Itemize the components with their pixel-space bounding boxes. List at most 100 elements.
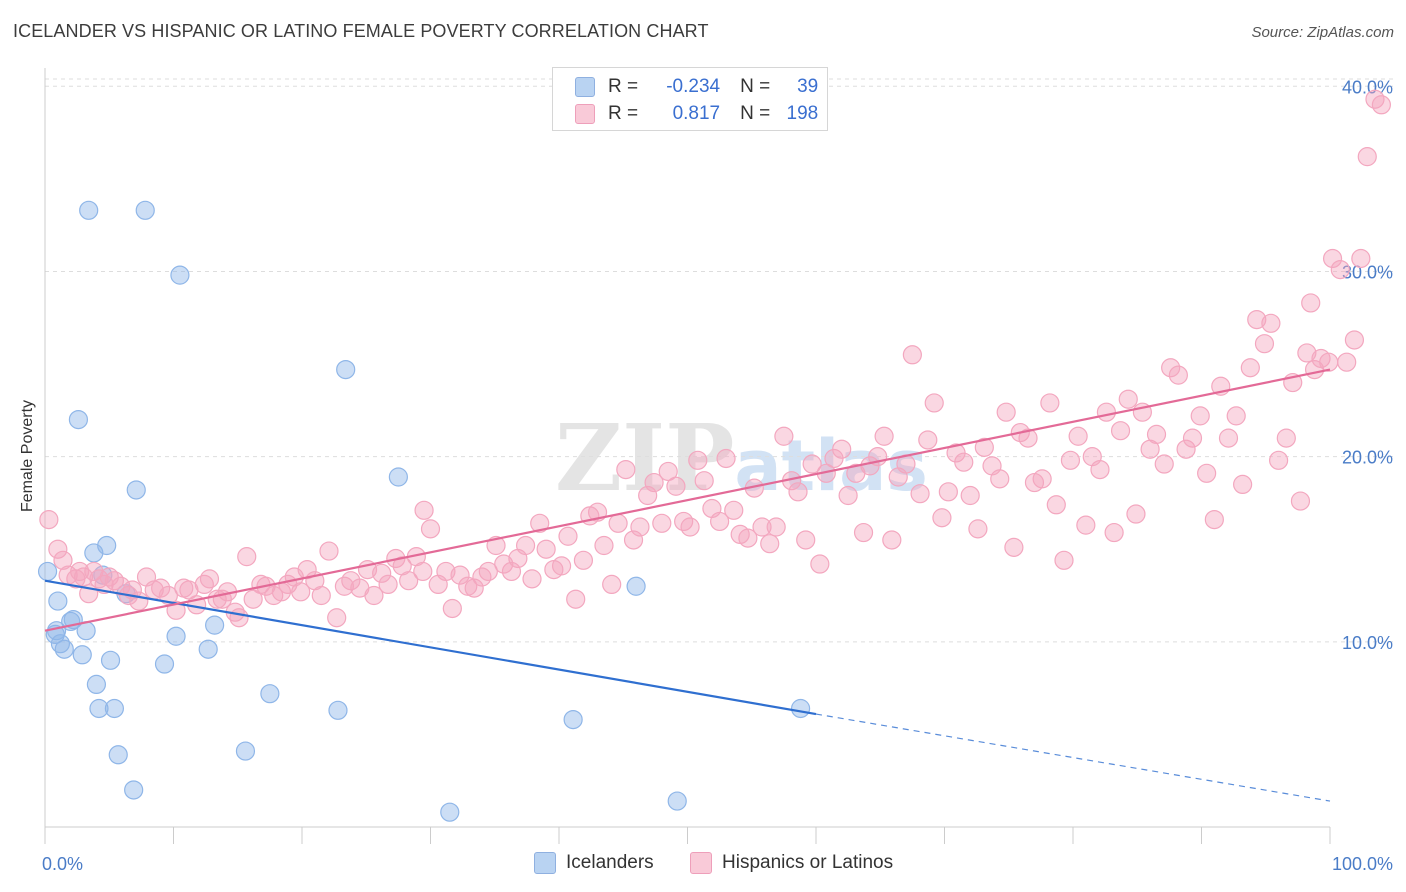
series-swatch-icelanders bbox=[534, 852, 556, 874]
correlation-legend: R = -0.234 N = 39 R = 0.817 N = 198 bbox=[552, 67, 828, 131]
hispanic-point bbox=[1076, 515, 1096, 535]
x-tick-label-0: 0.0% bbox=[42, 854, 83, 874]
hispanic-point bbox=[319, 541, 339, 561]
hispanic-point bbox=[680, 517, 700, 537]
series-legend-hispanics: Hispanics or Latinos bbox=[690, 852, 893, 874]
icelander-point bbox=[104, 698, 124, 719]
legend-row-hispanics: R = 0.817 N = 198 bbox=[575, 102, 818, 126]
hispanic-point bbox=[1330, 259, 1350, 280]
hispanic-point bbox=[990, 469, 1010, 489]
hispanics-points bbox=[39, 89, 1392, 628]
hispanic-point bbox=[1060, 450, 1081, 470]
hispanic-point bbox=[1168, 365, 1188, 385]
hispanic-point bbox=[1054, 550, 1074, 570]
hispanic-point bbox=[658, 461, 678, 482]
hispanic-point bbox=[594, 535, 614, 556]
hispanic-point bbox=[311, 585, 331, 606]
icelander-point bbox=[260, 684, 280, 704]
hispanic-point bbox=[1004, 537, 1024, 557]
hispanic-point bbox=[48, 539, 68, 559]
x-tick-label-1: 100.0% bbox=[1332, 854, 1393, 874]
hispanic-point bbox=[1226, 406, 1246, 426]
hispanic-point bbox=[918, 430, 938, 450]
hispanic-point bbox=[1261, 313, 1281, 333]
hispanic-point bbox=[1068, 426, 1088, 446]
hispanic-point bbox=[1204, 509, 1224, 530]
hispanic-point bbox=[996, 402, 1016, 422]
hispanic-point bbox=[1032, 469, 1052, 489]
hispanic-point bbox=[932, 508, 952, 528]
hispanic-point bbox=[1018, 428, 1038, 448]
hispanic-point bbox=[237, 547, 257, 567]
y-tick-label-2: 30.0% bbox=[1342, 262, 1393, 282]
hispanic-point bbox=[738, 528, 758, 548]
icelander-point bbox=[126, 480, 146, 500]
series-label-hispanics: Hispanics or Latinos bbox=[722, 852, 894, 873]
icelander-point bbox=[170, 265, 190, 285]
hispanic-point bbox=[1176, 439, 1196, 459]
icelander-point bbox=[205, 615, 225, 635]
icelander-point bbox=[790, 698, 811, 719]
hispanic-point bbox=[838, 485, 858, 506]
hispanic-point bbox=[53, 550, 73, 570]
hispanic-point bbox=[694, 471, 714, 491]
hispanic-point bbox=[716, 448, 736, 469]
chart-title: ICELANDER VS HISPANIC OR LATINO FEMALE P… bbox=[13, 21, 709, 41]
hispanic-point bbox=[1182, 428, 1203, 448]
icelander-point bbox=[626, 576, 646, 596]
icelander-point bbox=[72, 645, 92, 665]
hispanic-point bbox=[458, 576, 478, 596]
hispanic-point bbox=[530, 513, 550, 533]
legend-n-label: N = bbox=[740, 76, 771, 97]
hispanic-point bbox=[1233, 474, 1253, 495]
legend-r-label: R = bbox=[608, 103, 639, 124]
hispanic-point bbox=[1254, 334, 1275, 354]
watermark-text: ZIPatlas bbox=[555, 404, 928, 512]
icelander-point bbox=[388, 467, 408, 487]
icelander-point bbox=[37, 561, 58, 582]
hispanic-point bbox=[1090, 459, 1110, 480]
icelander-point bbox=[198, 639, 218, 659]
icelanders-points bbox=[37, 200, 811, 822]
hispanic-point bbox=[494, 554, 514, 574]
hispanic-point bbox=[602, 574, 622, 595]
hispanic-point bbox=[1197, 463, 1217, 483]
hispanic-point bbox=[766, 517, 786, 537]
icelander-point bbox=[79, 200, 99, 220]
icelander-point bbox=[100, 650, 121, 670]
hispanic-point bbox=[1344, 330, 1365, 350]
hispanic-point bbox=[536, 539, 556, 559]
hispanic-point bbox=[724, 500, 744, 520]
hispanic-point bbox=[194, 574, 214, 595]
legend-n-value: 39 bbox=[797, 76, 819, 97]
icelanders-trend-extension bbox=[815, 713, 1331, 802]
hispanic-point bbox=[974, 437, 994, 457]
hispanic-point bbox=[810, 554, 830, 574]
legend-swatch-hispanics bbox=[575, 104, 595, 124]
hispanic-point bbox=[1218, 428, 1239, 448]
hispanic-point bbox=[1240, 358, 1260, 378]
hispanic-point bbox=[413, 561, 433, 582]
hispanic-point bbox=[1126, 504, 1146, 524]
hispanic-point bbox=[1046, 495, 1066, 515]
hispanic-point bbox=[710, 511, 730, 532]
hispanic-point bbox=[796, 530, 816, 550]
icelander-point bbox=[108, 745, 128, 765]
icelander-point bbox=[154, 654, 175, 674]
hispanic-point bbox=[450, 565, 470, 585]
hispanic-point bbox=[1040, 393, 1060, 413]
source-label: Source: ZipAtlas.com bbox=[1251, 24, 1394, 41]
hispanic-point bbox=[960, 485, 980, 506]
trend-lines bbox=[44, 368, 1331, 802]
hispanic-point bbox=[378, 574, 398, 595]
icelander-point bbox=[135, 200, 155, 220]
icelander-point bbox=[54, 639, 74, 659]
hispanic-point bbox=[853, 522, 874, 543]
hispanic-point bbox=[802, 454, 822, 474]
hispanic-point bbox=[291, 582, 311, 602]
series-legend-icelanders: Icelanders bbox=[534, 852, 654, 874]
legend-swatch-icelanders bbox=[575, 77, 595, 97]
hispanic-point bbox=[522, 569, 542, 589]
hispanic-point bbox=[151, 578, 171, 598]
hispanic-point bbox=[229, 608, 249, 628]
